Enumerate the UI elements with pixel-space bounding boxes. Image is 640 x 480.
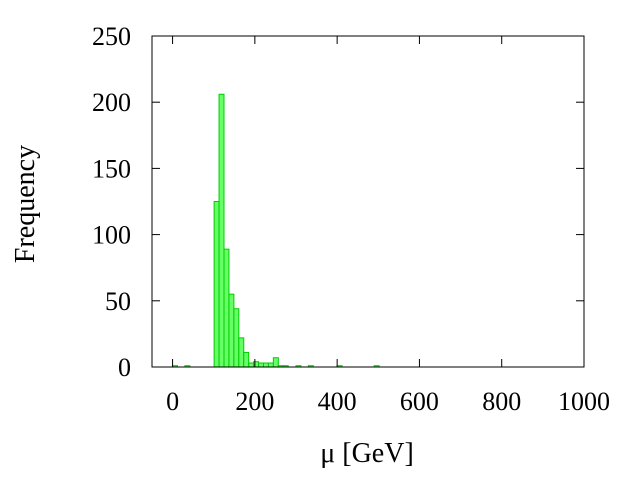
histogram-bar xyxy=(263,362,269,368)
x-tick-label: 800 xyxy=(482,387,521,416)
histogram-bar xyxy=(223,248,230,368)
y-tick-label: 150 xyxy=(92,154,131,183)
x-tick-label: 1000 xyxy=(558,387,610,416)
x-axis-title: μ [GeV] xyxy=(320,438,414,469)
y-axis-title: Frequency xyxy=(10,145,41,263)
x-tick-label: 600 xyxy=(400,387,439,416)
tick-labels-group: 0 200 400 600 800 1000 0 50 100 150 200 250 xyxy=(92,22,610,416)
y-tick-label: 100 xyxy=(92,221,131,250)
x-tick-label: 0 xyxy=(166,387,179,416)
histogram-bar xyxy=(213,201,220,368)
histogram-bar xyxy=(248,362,255,368)
histogram-bar xyxy=(243,351,250,368)
histogram-bar xyxy=(218,93,225,368)
histogram-bar xyxy=(228,293,235,368)
y-tick-label: 0 xyxy=(118,353,131,382)
histogram-bar xyxy=(233,308,240,368)
x-tick-label: 200 xyxy=(235,387,274,416)
histogram-bar xyxy=(238,337,245,368)
histogram-bar xyxy=(272,357,279,368)
y-tick-label: 50 xyxy=(105,287,131,316)
x-tick-label: 400 xyxy=(318,387,357,416)
histogram-bar xyxy=(267,362,274,368)
y-tick-label: 200 xyxy=(92,88,131,117)
plot-frame xyxy=(151,35,585,368)
y-tick-label: 250 xyxy=(92,22,131,51)
histogram-bar xyxy=(258,362,264,368)
